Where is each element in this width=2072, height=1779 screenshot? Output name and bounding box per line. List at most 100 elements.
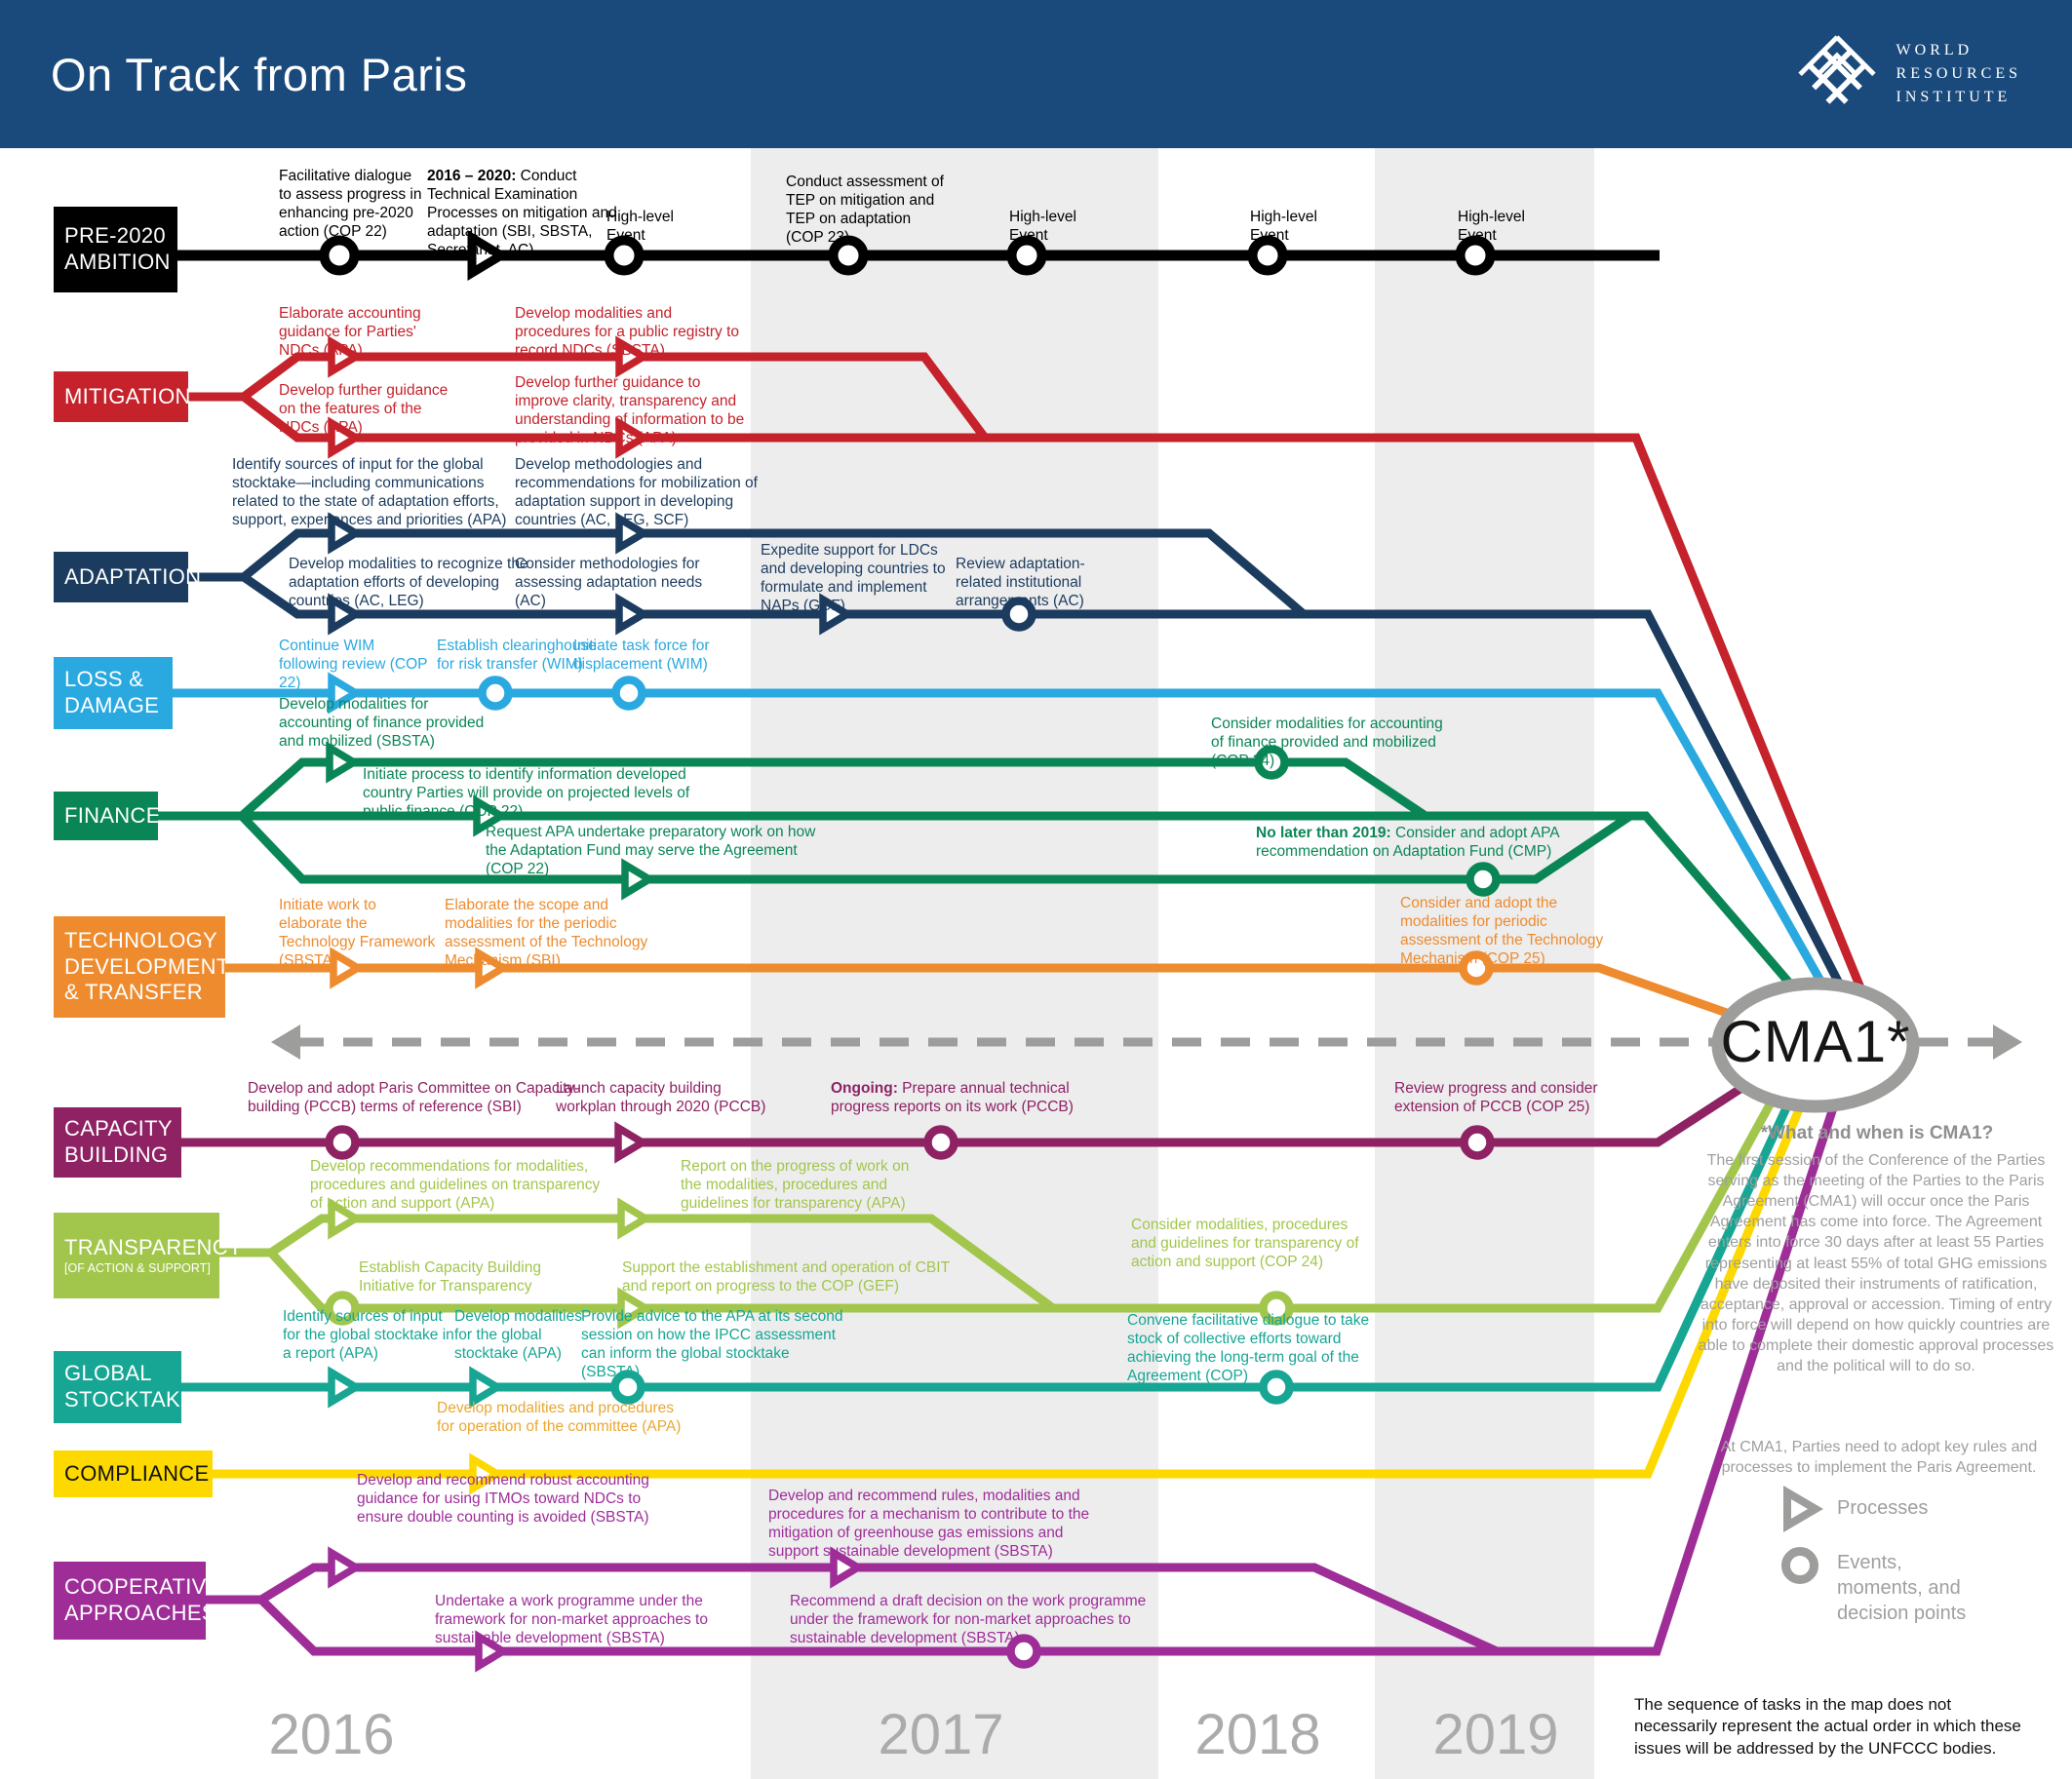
markers-adaptation <box>328 512 1036 636</box>
track-line-loss-damage <box>173 688 1833 999</box>
markers-technology <box>330 947 1494 989</box>
label-technology-0: Initiate work to elaborate the Technolog… <box>279 897 436 969</box>
label-bold: No later than 2019: <box>1256 825 1391 841</box>
label-bold: 2016 – 2020: <box>427 168 517 184</box>
label-pre2020-4: High-level Event <box>1009 209 1076 244</box>
rowbox-mitigation: MITIGATION <box>54 371 191 422</box>
year-2019: 2019 <box>1432 1703 1559 1766</box>
legend-event-icon <box>1781 1547 1818 1584</box>
label-cooperative-1: Develop and recommend rules, modalities … <box>768 1488 1090 1560</box>
process-marker <box>615 512 651 555</box>
process-marker <box>615 593 651 636</box>
label-stocktake-2: Provide advice to the APA at its second … <box>581 1308 843 1380</box>
track-line-stocktake <box>180 1074 1806 1392</box>
event-marker <box>1001 597 1036 632</box>
track-line-adaptation <box>188 528 1851 1001</box>
process-marker <box>467 230 510 281</box>
rowbox-label: COOPERATIVE APPROACHES <box>64 1574 221 1625</box>
year-2018: 2018 <box>1194 1703 1321 1766</box>
process-marker <box>615 335 651 378</box>
cma1-label: CMA1* <box>1720 1009 1911 1075</box>
track-line-technology <box>224 963 1759 1028</box>
rowbox-pre2020: PRE-2020 AMBITION <box>54 207 177 292</box>
event-marker <box>1466 862 1501 897</box>
arrow-left-icon <box>271 1025 300 1060</box>
markers-capacity <box>325 1121 1495 1164</box>
event-marker <box>611 676 646 711</box>
label-mitigation-1: Develop modalities and procedures for a … <box>515 305 740 359</box>
event-marker <box>478 676 513 711</box>
markers-compliance <box>469 1452 505 1495</box>
label-finance-0: Develop modalities for accounting of fin… <box>279 696 485 750</box>
label-capacity-0: Develop and adopt Paris Committee on Cap… <box>248 1080 580 1115</box>
label-adaptation-3: Consider methodologies for assessing ada… <box>515 556 703 609</box>
label-loss-damage-0: Continue WIM following review (COP 22) <box>279 638 428 691</box>
event-marker <box>1460 1125 1495 1160</box>
event-marker <box>1247 235 1288 276</box>
cma1-ellipse <box>1711 977 1920 1113</box>
label-mitigation-2: Develop further guidance on the features… <box>279 382 449 436</box>
rowbox-label: LOSS & DAMAGE <box>64 667 160 717</box>
label-adaptation-0: Identify sources of input for the global… <box>232 456 507 528</box>
track-line-cooperative <box>205 1082 1846 1656</box>
rowbox-loss-damage: LOSS & DAMAGE <box>54 657 173 729</box>
label-pre2020-6: High-level Event <box>1458 209 1525 244</box>
label-transparency-0: Develop recommendations for modalities, … <box>310 1158 601 1212</box>
rowbox-label: PRE-2020 AMBITION <box>64 223 171 274</box>
rowbox-label: TRANSPARENCY <box>64 1234 243 1259</box>
markers-cooperative <box>328 1546 1041 1673</box>
label-pre2020-5: High-level Event <box>1250 209 1317 244</box>
process-marker <box>469 1366 505 1409</box>
rowbox-cooperative: COOPERATIVE APPROACHES <box>54 1562 221 1640</box>
label-mitigation-0: Elaborate accounting guidance for Partie… <box>279 305 421 359</box>
wri-logo: WORLD RESOURCES INSTITUTE <box>1795 32 2021 116</box>
label-transparency-4: Consider modalities, procedures and guid… <box>1131 1217 1359 1270</box>
label-stocktake-0: Identify sources of input for the global… <box>283 1308 454 1362</box>
rowbox-label: MITIGATION <box>64 383 191 408</box>
rowbox-label: TECHNOLOGY DEVELOPMENT & TRANSFER <box>64 927 230 1005</box>
event-marker <box>325 1125 360 1160</box>
label-pre2020-2: High-level Event <box>606 209 674 244</box>
label-loss-damage-2: Initiate task force for displacement (WI… <box>573 638 710 673</box>
markers-mitigation <box>328 335 651 459</box>
label-finance-4: No later than 2019: Consider and adopt A… <box>1256 825 1563 862</box>
rowbox-stocktake: GLOBAL STOCKTAKE <box>54 1351 195 1423</box>
event-marker <box>319 235 360 276</box>
rowbox-label: ADAPTATION <box>64 563 202 589</box>
label-stocktake-1: Develop modalities for the global stockt… <box>454 1308 582 1362</box>
header-bar: On Track from Paris WORLD RESOURCES INST… <box>0 0 2072 148</box>
label-text: Consider and adopt APA recommendation on… <box>1256 825 1559 860</box>
legend-event-label: Events, moments, and decision points <box>1837 1552 1967 1624</box>
label-technology-2: Consider and adopt the modalities for pe… <box>1400 895 1604 967</box>
cma-annotation-body: The first session of the Conference of t… <box>1698 1152 2054 1375</box>
label-compliance-0: Develop modalities and procedures for op… <box>437 1400 682 1435</box>
rowbox-label: CAPACITY BUILDING <box>64 1116 173 1167</box>
rowbox-adaptation: ADAPTATION <box>54 552 202 602</box>
year-2017: 2017 <box>878 1703 1004 1766</box>
label-finance-2: Request APA undertake preparatory work o… <box>486 824 816 877</box>
rowbox-label: GLOBAL STOCKTAKE <box>64 1361 195 1412</box>
markers-pre2020 <box>319 230 1496 281</box>
rowbox-capacity: CAPACITY BUILDING <box>54 1107 181 1178</box>
process-marker <box>617 1287 653 1330</box>
process-marker <box>328 512 364 555</box>
process-marker <box>475 1630 511 1673</box>
process-marker <box>469 1452 505 1495</box>
process-marker <box>473 794 509 837</box>
label-technology-1: Elaborate the scope and modalities for t… <box>445 897 648 969</box>
track-line-compliance <box>212 1072 1818 1479</box>
process-marker <box>328 672 364 715</box>
event-marker <box>1259 1291 1294 1326</box>
cma-annotation-footer: At CMA1, Parties need to adopt key rules… <box>1720 1439 2038 1477</box>
label-pre2020-3: Conduct assessment of TEP on mitigation … <box>786 174 944 246</box>
wri-logo-mark-icon <box>1797 34 1876 104</box>
process-marker <box>328 1197 364 1240</box>
year-2016: 2016 <box>268 1703 395 1766</box>
process-marker <box>330 947 366 989</box>
event-marker <box>325 1291 360 1326</box>
process-marker <box>328 593 364 636</box>
event-marker <box>1259 1370 1294 1405</box>
label-finance-3: Consider modalities for accounting of fi… <box>1211 715 1443 769</box>
label-adaptation-1: Develop methodologies and recommendation… <box>515 456 758 528</box>
label-bold: Ongoing: <box>831 1080 898 1097</box>
